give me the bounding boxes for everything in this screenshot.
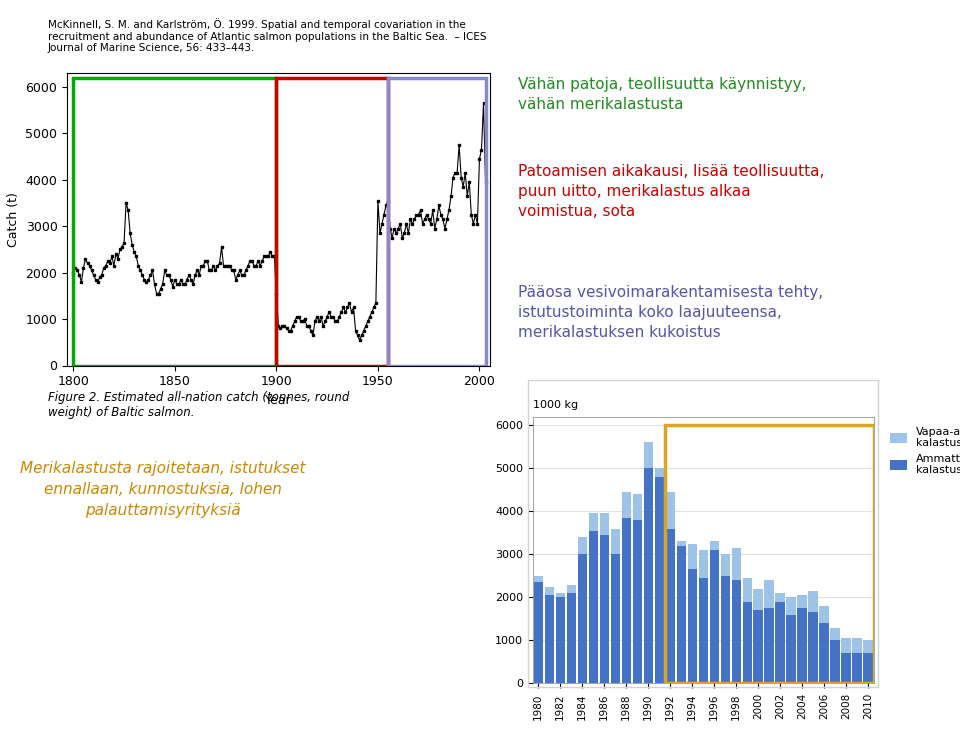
Bar bbox=[655, 477, 664, 683]
Y-axis label: Catch (t): Catch (t) bbox=[7, 192, 20, 247]
Bar bbox=[664, 425, 874, 683]
Bar bbox=[534, 576, 543, 583]
Bar bbox=[633, 520, 642, 683]
Bar bbox=[611, 554, 620, 683]
Bar bbox=[566, 585, 576, 593]
Bar bbox=[764, 608, 774, 683]
Bar bbox=[665, 492, 675, 529]
Text: Merikalastusta rajoitetaan, istutukset
ennallaan, kunnostuksia, lohen
palauttami: Merikalastusta rajoitetaan, istutukset e… bbox=[20, 461, 306, 518]
Bar bbox=[544, 595, 554, 683]
Bar bbox=[600, 535, 609, 683]
Legend: Vapaa-ajan
kalastus, Ammatti-
kalastus: Vapaa-ajan kalastus, Ammatti- kalastus bbox=[886, 423, 960, 480]
Text: 1000 kg: 1000 kg bbox=[533, 400, 578, 410]
Bar bbox=[687, 544, 697, 569]
Bar bbox=[754, 610, 763, 683]
Bar bbox=[556, 593, 564, 597]
Bar bbox=[820, 606, 828, 624]
Bar bbox=[842, 638, 851, 654]
Bar bbox=[611, 529, 620, 554]
Bar bbox=[732, 548, 741, 580]
Bar bbox=[643, 442, 653, 469]
Bar bbox=[863, 654, 873, 683]
Bar bbox=[776, 602, 785, 683]
Text: Pääosa vesivoimarakentamisesta tehty,
istutustoiminta koko laajuuteensa,
merikal: Pääosa vesivoimarakentamisesta tehty, is… bbox=[518, 285, 824, 340]
Bar bbox=[621, 518, 631, 683]
Bar bbox=[621, 492, 631, 518]
Bar bbox=[721, 554, 730, 576]
Bar bbox=[566, 593, 576, 683]
Bar bbox=[388, 77, 486, 366]
Text: McKinnell, S. M. and Karlström, Ö. 1999. Spatial and temporal covariation in the: McKinnell, S. M. and Karlström, Ö. 1999.… bbox=[48, 18, 487, 53]
Bar bbox=[588, 513, 598, 531]
Bar bbox=[665, 529, 675, 683]
Bar bbox=[820, 624, 828, 683]
Bar bbox=[742, 602, 752, 683]
Bar bbox=[786, 615, 796, 683]
Bar bbox=[709, 550, 719, 683]
Bar bbox=[73, 77, 276, 366]
Bar bbox=[699, 550, 708, 578]
Text: Vähän patoja, teollisuutta käynnistyy,
vähän merikalastusta: Vähän patoja, teollisuutta käynnistyy, v… bbox=[518, 77, 807, 112]
Bar bbox=[764, 580, 774, 608]
Bar bbox=[863, 640, 873, 654]
Bar bbox=[677, 546, 685, 683]
Bar bbox=[556, 597, 564, 683]
Bar bbox=[643, 469, 653, 683]
Bar bbox=[754, 588, 763, 610]
Text: Patoamisen aikakausi, lisää teollisuutta,
puun uitto, merikalastus alkaa
voimist: Patoamisen aikakausi, lisää teollisuutta… bbox=[518, 164, 825, 219]
Bar bbox=[742, 578, 752, 602]
Bar bbox=[655, 469, 664, 477]
Bar bbox=[534, 583, 543, 683]
Bar bbox=[732, 580, 741, 683]
X-axis label: Year: Year bbox=[265, 394, 292, 406]
Bar bbox=[677, 542, 685, 546]
Bar bbox=[588, 531, 598, 683]
Text: Figure 2. Estimated all-nation catch (tonnes, round
weight) of Baltic salmon.: Figure 2. Estimated all-nation catch (to… bbox=[48, 391, 349, 419]
Bar bbox=[721, 576, 730, 683]
Bar bbox=[276, 77, 388, 366]
Bar bbox=[776, 593, 785, 602]
Bar bbox=[852, 638, 862, 654]
Bar bbox=[709, 542, 719, 550]
Bar bbox=[544, 587, 554, 595]
Bar bbox=[808, 591, 818, 613]
Bar bbox=[699, 578, 708, 683]
Bar bbox=[633, 494, 642, 520]
Bar bbox=[830, 627, 840, 640]
Bar bbox=[798, 608, 806, 683]
Bar bbox=[852, 654, 862, 683]
Bar bbox=[808, 613, 818, 683]
Bar bbox=[687, 569, 697, 683]
Bar bbox=[842, 654, 851, 683]
Bar bbox=[786, 597, 796, 615]
Bar bbox=[830, 640, 840, 683]
Bar bbox=[600, 513, 609, 535]
Bar bbox=[578, 554, 587, 683]
Bar bbox=[578, 537, 587, 554]
Bar bbox=[798, 595, 806, 608]
